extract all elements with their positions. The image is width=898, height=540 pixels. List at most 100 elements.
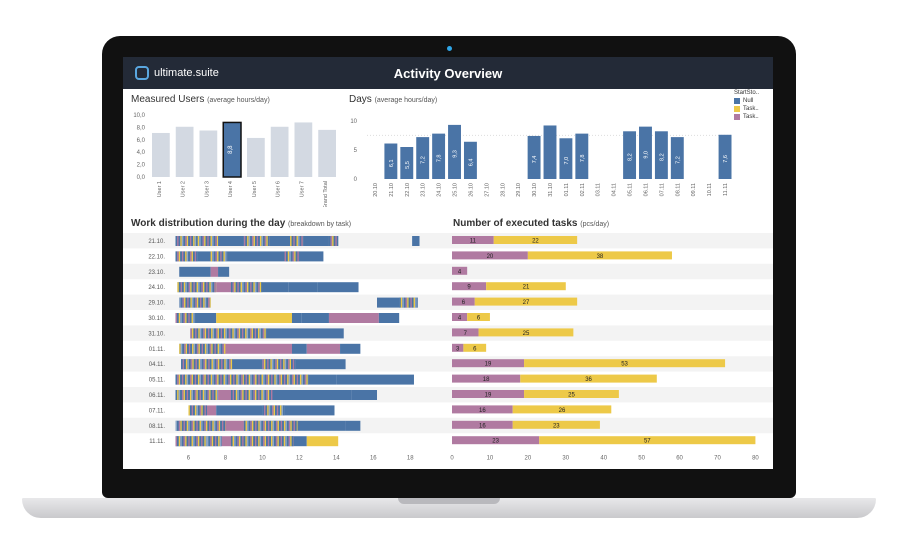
segment-stripe — [195, 359, 197, 370]
segment-stripe — [242, 390, 244, 400]
segment-stripe — [210, 236, 212, 246]
x-tick-label: 10 — [487, 456, 494, 462]
segment-stripe — [248, 282, 250, 293]
segment-stripe — [192, 343, 194, 354]
segment-stripe — [210, 390, 213, 400]
segment-stripe — [221, 420, 224, 431]
segment-stripe — [213, 436, 215, 447]
segment-stripe — [230, 390, 233, 400]
bar — [448, 124, 461, 179]
segment-stripe — [177, 251, 179, 262]
segment-stripe — [201, 343, 204, 354]
segment-stripe — [201, 297, 204, 308]
bar-segment — [452, 374, 521, 383]
segment — [340, 343, 361, 354]
segment-stripe — [243, 282, 246, 293]
segment-stripe — [199, 282, 202, 293]
segment-stripe — [208, 343, 210, 354]
segment-stripe — [262, 436, 265, 447]
row-label: 23.10. — [148, 270, 165, 276]
segment-stripe — [239, 374, 241, 385]
segment-stripe — [182, 297, 184, 308]
bar — [623, 131, 637, 179]
segment-stripe — [198, 359, 201, 370]
segment-stripe — [210, 251, 213, 262]
legend-item-null[interactable]: Null — [734, 98, 759, 104]
segment-stripe — [222, 328, 224, 339]
data-label: 11 — [470, 239, 477, 245]
segment-stripe — [262, 390, 265, 400]
segment-stripe — [193, 251, 195, 262]
segment-stripe — [187, 297, 189, 308]
segment-stripe — [199, 374, 201, 385]
segment-stripe — [410, 297, 412, 308]
segment-stripe — [203, 343, 205, 354]
segment-stripe — [219, 328, 221, 339]
data-label: 5,5 — [405, 161, 411, 169]
data-label: 8,2 — [659, 153, 665, 161]
x-tick-label: 11.11 — [723, 183, 729, 196]
bar-segment — [539, 436, 756, 445]
segment-stripe — [250, 390, 252, 400]
segment-stripe — [200, 343, 202, 354]
segment-stripe — [268, 405, 271, 416]
segment-stripe — [215, 374, 217, 385]
segment-stripe — [272, 359, 274, 370]
x-tick-label: 20 — [525, 456, 532, 462]
segment-stripe — [204, 436, 206, 447]
segment-stripe — [185, 297, 188, 308]
segment-stripe — [293, 420, 295, 431]
segment-stripe — [255, 374, 257, 385]
segment-stripe — [246, 328, 249, 339]
legend-item-task-2[interactable]: Task.. — [734, 114, 759, 120]
bar — [152, 132, 170, 177]
data-label: 23 — [492, 439, 499, 445]
segment-stripe — [267, 390, 270, 400]
segment-stripe — [214, 343, 216, 354]
legend-swatch — [734, 98, 740, 104]
row-label: 29.10. — [148, 301, 165, 307]
segment-stripe — [180, 343, 183, 354]
segment-stripe — [200, 236, 203, 246]
segment-stripe — [202, 420, 205, 431]
segment-stripe — [206, 436, 209, 447]
segment-stripe — [194, 251, 197, 262]
segment-stripe — [270, 359, 272, 370]
segment-stripe — [196, 420, 198, 431]
segment-stripe — [282, 374, 284, 385]
segment-stripe — [261, 420, 263, 431]
segment-stripe — [186, 420, 189, 431]
segment-stripe — [275, 405, 277, 416]
segment-stripe — [264, 390, 266, 400]
segment — [218, 266, 230, 277]
segment-stripe — [306, 374, 308, 385]
segment-stripe — [259, 390, 262, 400]
x-tick-label: 26.10 — [468, 183, 474, 197]
segment-stripe — [180, 297, 183, 308]
legend-item-task-1[interactable]: Task.. — [734, 106, 759, 112]
x-tick-label: User 7 — [299, 181, 305, 197]
segment-stripe — [211, 343, 213, 354]
segment-stripe — [272, 420, 275, 431]
bar — [222, 121, 242, 178]
x-tick-label: 24.10 — [437, 183, 443, 197]
segment — [378, 313, 400, 323]
x-tick-label: 01.11 — [564, 183, 570, 196]
segment-stripe — [217, 374, 219, 385]
segment-stripe — [251, 436, 254, 447]
segment-stripe — [183, 420, 185, 431]
segment-stripe — [190, 343, 192, 354]
segment-stripe — [215, 328, 218, 339]
logo-text: ultimate.suite — [154, 67, 219, 79]
data-label: 8,8 — [228, 145, 234, 154]
bar — [247, 137, 265, 177]
logo[interactable]: ultimate.suite — [135, 66, 219, 80]
segment-stripe — [232, 328, 234, 339]
segment-stripe — [209, 390, 211, 400]
measured-users-title: Measured Users (average hours/day) — [131, 94, 270, 105]
segment-stripe — [196, 343, 199, 354]
header-bar: ultimate.suite Activity Overview — [123, 57, 773, 89]
segment-stripe — [301, 374, 303, 385]
y-tick-label: 8,0 — [137, 125, 146, 131]
data-label: 7,2 — [675, 156, 681, 164]
